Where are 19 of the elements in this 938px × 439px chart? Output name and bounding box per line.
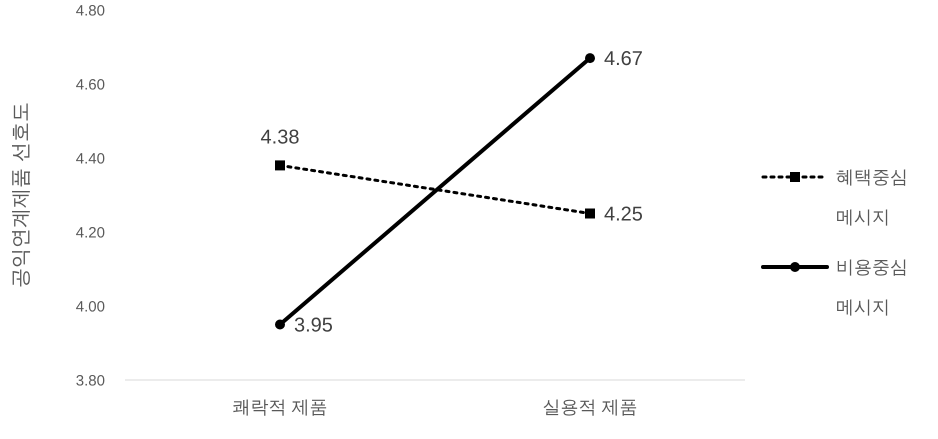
y-tick-label: 4.80 xyxy=(76,2,105,20)
x-tick-label: 쾌락적 제품 xyxy=(232,396,328,417)
point xyxy=(585,208,595,218)
point xyxy=(275,320,285,330)
data-label: 4.38 xyxy=(260,126,300,148)
legend-label: 혜택중심 메시지 xyxy=(836,166,909,229)
data-label: 4.67 xyxy=(604,48,643,70)
point xyxy=(275,160,285,170)
point xyxy=(585,53,595,64)
y-tick-label: 4.20 xyxy=(76,224,105,242)
y-tick-label: 4.00 xyxy=(76,298,105,316)
data-label: 3.95 xyxy=(294,314,333,336)
y-axis-title: 공익연계제품 선호도 xyxy=(10,102,32,288)
x-tick-label: 실용적 제품 xyxy=(542,396,638,417)
data-label: 4.25 xyxy=(604,204,643,226)
legend-label: 비용중심 메시지 xyxy=(836,256,909,319)
y-tick-label: 4.40 xyxy=(76,150,105,168)
y-tick-label: 3.80 xyxy=(76,372,105,390)
y-tick-label: 4.60 xyxy=(76,76,105,94)
